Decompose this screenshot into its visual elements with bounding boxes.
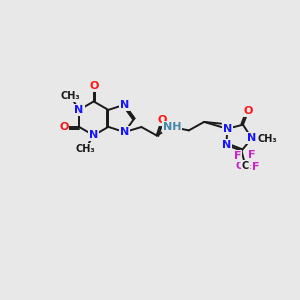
Text: O: O <box>59 122 68 132</box>
Text: CH₃: CH₃ <box>61 92 80 101</box>
Text: O: O <box>89 81 98 91</box>
Text: N: N <box>247 133 256 143</box>
Text: CH₃: CH₃ <box>257 134 277 144</box>
Text: C: C <box>242 160 249 170</box>
Text: N: N <box>223 124 232 134</box>
Text: N: N <box>74 105 84 115</box>
Text: O: O <box>157 115 167 125</box>
Text: N: N <box>120 127 129 137</box>
Text: N: N <box>120 100 129 110</box>
Text: F: F <box>248 150 255 160</box>
Text: CF₃: CF₃ <box>236 160 255 170</box>
Text: NH: NH <box>163 122 181 132</box>
Text: F: F <box>252 162 259 172</box>
Text: CH₃: CH₃ <box>75 144 95 154</box>
Text: O: O <box>244 106 253 116</box>
Text: N: N <box>89 130 98 140</box>
Text: F: F <box>234 151 242 161</box>
Text: N: N <box>222 140 231 150</box>
